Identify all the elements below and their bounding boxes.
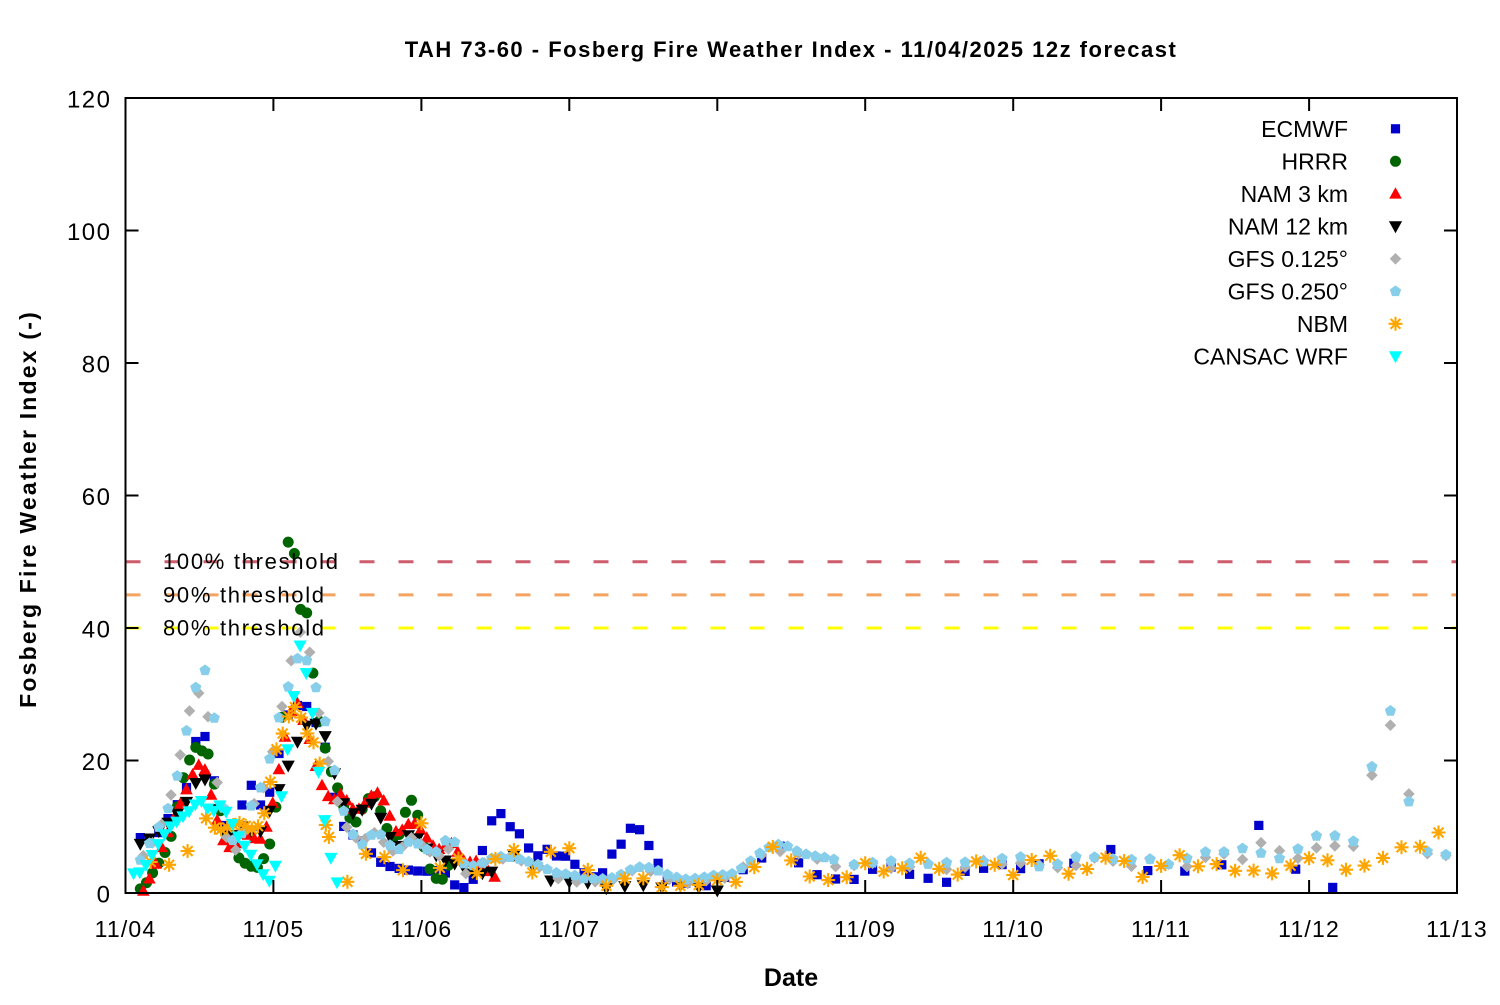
svg-text:100% threshold: 100% threshold xyxy=(163,549,340,574)
svg-text:CANSAC WRF: CANSAC WRF xyxy=(1193,343,1348,369)
svg-text:90% threshold: 90% threshold xyxy=(163,582,326,607)
svg-text:NAM 12 km: NAM 12 km xyxy=(1228,213,1348,239)
svg-text:100: 100 xyxy=(67,219,112,246)
svg-text:HRRR: HRRR xyxy=(1282,148,1348,174)
svg-text:11/13: 11/13 xyxy=(1426,916,1488,942)
svg-text:11/06: 11/06 xyxy=(390,916,452,942)
svg-text:0: 0 xyxy=(97,882,112,909)
svg-text:11/05: 11/05 xyxy=(242,916,304,942)
svg-text:11/08: 11/08 xyxy=(686,916,748,942)
svg-text:11/12: 11/12 xyxy=(1278,916,1340,942)
svg-text:11/10: 11/10 xyxy=(982,916,1044,942)
svg-text:11/07: 11/07 xyxy=(538,916,600,942)
svg-text:NAM 3 km: NAM 3 km xyxy=(1241,181,1348,207)
svg-text:ECMWF: ECMWF xyxy=(1261,116,1348,142)
svg-text:TAH 73-60 - Fosberg Fire Weath: TAH 73-60 - Fosberg Fire Weather Index -… xyxy=(405,37,1178,62)
svg-text:20: 20 xyxy=(82,749,112,776)
svg-text:Date: Date xyxy=(764,964,818,992)
svg-text:GFS 0.125°: GFS 0.125° xyxy=(1228,246,1348,272)
svg-text:Fosberg Fire Weather Index (-): Fosberg Fire Weather Index (-) xyxy=(15,310,41,708)
svg-text:NBM: NBM xyxy=(1297,311,1348,337)
svg-text:11/09: 11/09 xyxy=(834,916,896,942)
svg-text:GFS 0.250°: GFS 0.250° xyxy=(1228,278,1348,304)
svg-text:40: 40 xyxy=(82,617,112,644)
svg-text:80% threshold: 80% threshold xyxy=(163,616,326,641)
svg-text:11/11: 11/11 xyxy=(1131,916,1191,942)
svg-text:120: 120 xyxy=(67,87,112,114)
svg-text:80: 80 xyxy=(82,352,112,379)
svg-text:11/04: 11/04 xyxy=(95,916,157,942)
svg-text:60: 60 xyxy=(82,484,112,511)
